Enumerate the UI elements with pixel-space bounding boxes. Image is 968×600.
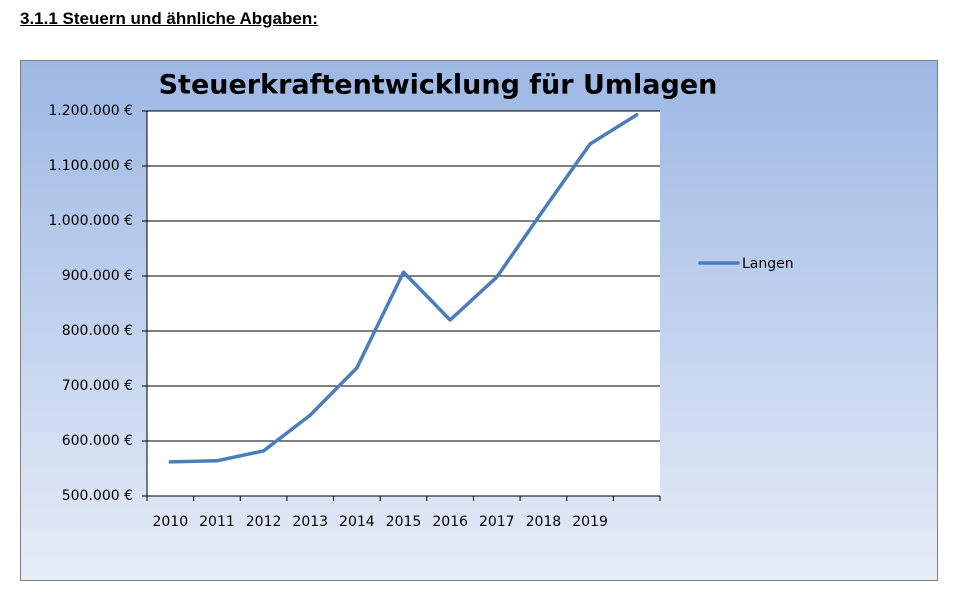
x-tick-label: 2016 xyxy=(432,514,468,530)
y-tick-label: 1.000.000 € xyxy=(48,213,133,229)
x-tick-label: 2015 xyxy=(386,514,422,530)
y-tick-label: 700.000 € xyxy=(62,378,133,394)
x-tick-label: 2011 xyxy=(199,514,235,530)
legend-label: Langen xyxy=(742,256,794,272)
x-tick-label: 2013 xyxy=(292,514,328,530)
x-tick-label: 2018 xyxy=(526,514,562,530)
y-tick-label: 900.000 € xyxy=(62,268,133,284)
plot-area xyxy=(147,111,660,496)
x-tick-label: 2017 xyxy=(479,514,515,530)
heading: 3.1.1 Steuern und ähnliche Abgaben: xyxy=(20,9,318,28)
x-tick-label: 2014 xyxy=(339,514,375,530)
y-tick-label: 600.000 € xyxy=(62,433,133,449)
y-tick-label: 1.100.000 € xyxy=(48,158,133,174)
y-tick-label: 1.200.000 € xyxy=(48,103,133,119)
x-tick-label: 2010 xyxy=(152,514,188,530)
x-tick-label: 2019 xyxy=(572,514,608,530)
y-tick-label: 800.000 € xyxy=(62,323,133,339)
x-tick-label: 2012 xyxy=(246,514,282,530)
chart-title: Steuerkraftentwicklung für Umlagen xyxy=(159,70,718,101)
line-series xyxy=(168,113,639,464)
y-tick-label: 500.000 € xyxy=(62,488,133,504)
